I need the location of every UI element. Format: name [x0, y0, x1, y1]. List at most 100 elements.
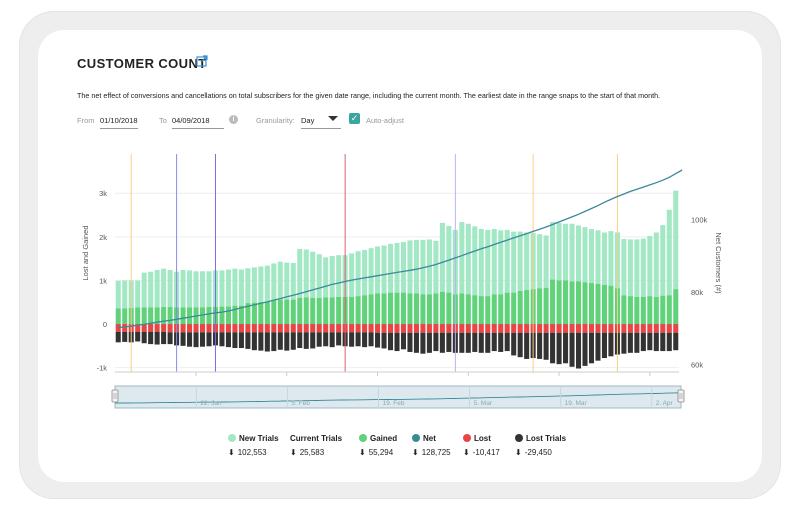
navigator-left-handle[interactable]	[111, 389, 119, 403]
external-link-icon[interactable]	[196, 55, 208, 67]
bar-gained	[498, 294, 504, 325]
bar-new-trials	[459, 222, 465, 294]
bar-lost-trials	[634, 332, 640, 353]
bar-new-trials	[485, 229, 491, 297]
bar-lost	[264, 324, 270, 333]
y-left-axis-title: Lost and Gained	[81, 225, 90, 280]
download-icon[interactable]: ⬇	[412, 448, 419, 457]
y-left-tick-label: 2k	[99, 233, 107, 242]
navigator-tick-label: 5. Feb	[291, 400, 310, 407]
bar-lost	[491, 324, 497, 333]
bar-new-trials	[323, 257, 329, 298]
bar-lost-trials	[135, 331, 141, 342]
from-date-input[interactable]: 01/10/2018	[100, 116, 138, 129]
legend-item[interactable]: Lost Trials ⬇ -29,450	[515, 434, 566, 457]
to-date-input[interactable]: 04/09/2018	[172, 116, 224, 129]
bar-lost	[666, 324, 672, 333]
bar-new-trials	[556, 222, 562, 281]
download-icon[interactable]: ⬇	[515, 448, 522, 457]
bar-lost	[154, 324, 160, 332]
bar-lost-trials	[115, 331, 121, 343]
bar-lost	[219, 324, 225, 333]
legend-total: 102,553	[237, 448, 267, 457]
bar-lost-trials	[459, 332, 465, 353]
bar-lost-trials	[588, 332, 595, 364]
navigator-right-handle[interactable]	[677, 389, 685, 403]
bar-new-trials	[141, 272, 147, 308]
navigator-tick-label: 22. Jan	[200, 400, 222, 407]
bar-lost-trials	[407, 332, 413, 352]
download-icon[interactable]: ⬇	[228, 448, 235, 457]
granularity-label: Granularity:	[256, 116, 295, 125]
bar-lost	[413, 324, 419, 333]
legend-total: -10,417	[472, 448, 500, 457]
bar-lost-trials	[187, 332, 193, 347]
bar-new-trials	[258, 266, 264, 303]
bar-lost-trials	[582, 332, 588, 366]
info-icon[interactable]: i	[229, 115, 238, 124]
bar-gained	[161, 307, 167, 325]
bar-new-trials	[368, 248, 374, 295]
bar-gained	[407, 293, 413, 325]
bar-new-trials	[588, 228, 595, 284]
bar-gained	[303, 297, 309, 325]
legend-total: 55,294	[368, 448, 394, 457]
bar-gained	[439, 291, 445, 325]
download-icon[interactable]: ⬇	[290, 448, 297, 457]
bar-gained	[336, 297, 342, 325]
bar-gained	[310, 297, 316, 325]
granularity-select[interactable]: Day	[301, 116, 341, 129]
bar-lost	[148, 324, 154, 332]
bar-lost-trials	[517, 332, 523, 358]
main-chart[interactable]: 3k 2k 1k 0 -1k 100k 80k 60k Lost and Gained Net C…	[38, 140, 762, 380]
legend-item[interactable]: Gained ⬇ 55,294	[359, 434, 397, 457]
bar-gained	[556, 280, 562, 325]
bar-new-trials	[472, 226, 478, 296]
bar-lost	[601, 324, 607, 333]
bar-lost-trials	[225, 332, 231, 348]
bar-lost	[588, 324, 595, 333]
y-left-tick-label: 3k	[99, 189, 107, 198]
bar-lost-trials	[465, 332, 471, 353]
x-tick-label: 19. Feb	[365, 379, 390, 380]
y-left-tick-label: 1k	[99, 276, 107, 285]
download-icon[interactable]: ⬇	[463, 448, 470, 457]
bar-gained	[673, 289, 679, 325]
legend-item[interactable]: Current Trials ⬇ 25,583	[290, 434, 342, 457]
chevron-down-icon[interactable]	[328, 116, 338, 121]
navigator-net-line	[114, 392, 682, 404]
bar-gained	[362, 295, 368, 325]
bar-gained	[355, 296, 361, 325]
bar-lost	[426, 324, 432, 333]
bar-gained	[420, 294, 426, 325]
bar-new-trials	[491, 228, 497, 295]
bar-lost-trials	[647, 332, 653, 351]
bar-gained	[640, 297, 646, 325]
legend-item[interactable]: Net ⬇ 128,725	[412, 434, 451, 457]
bar-lost-trials	[329, 332, 335, 348]
bar-lost-trials	[251, 332, 257, 351]
bar-lost	[251, 324, 257, 333]
y-right-axis-title: Net Customers (#)	[714, 232, 723, 294]
bar-new-trials	[400, 242, 407, 293]
auto-adjust-checkbox[interactable]: ✓	[349, 113, 360, 124]
bar-new-trials	[148, 271, 154, 308]
bar-lost-trials	[627, 332, 633, 353]
navigator-tick-label: 19. Feb	[382, 400, 404, 407]
bar-lost-trials	[206, 332, 212, 347]
legend-item[interactable]: New Trials ⬇ 102,553	[228, 434, 279, 457]
bar-gained	[433, 293, 439, 325]
bar-lost-trials	[336, 332, 342, 346]
bar-lost	[543, 324, 549, 333]
legend-item[interactable]: Lost ⬇ -10,417	[463, 434, 500, 457]
bar-gained	[251, 302, 257, 325]
bar-lost-trials	[161, 331, 167, 345]
bar-lost	[465, 324, 471, 333]
download-icon[interactable]: ⬇	[359, 448, 366, 457]
bar-gained	[264, 301, 270, 325]
bar-gained	[394, 292, 400, 325]
bar-gained	[187, 307, 193, 325]
range-navigator[interactable]: 22. Jan 5. Feb 19. Feb 5. Mar 19. Mar 2. Apr	[38, 380, 762, 420]
bar-lost-trials	[653, 332, 659, 352]
bar-new-trials	[465, 223, 471, 295]
